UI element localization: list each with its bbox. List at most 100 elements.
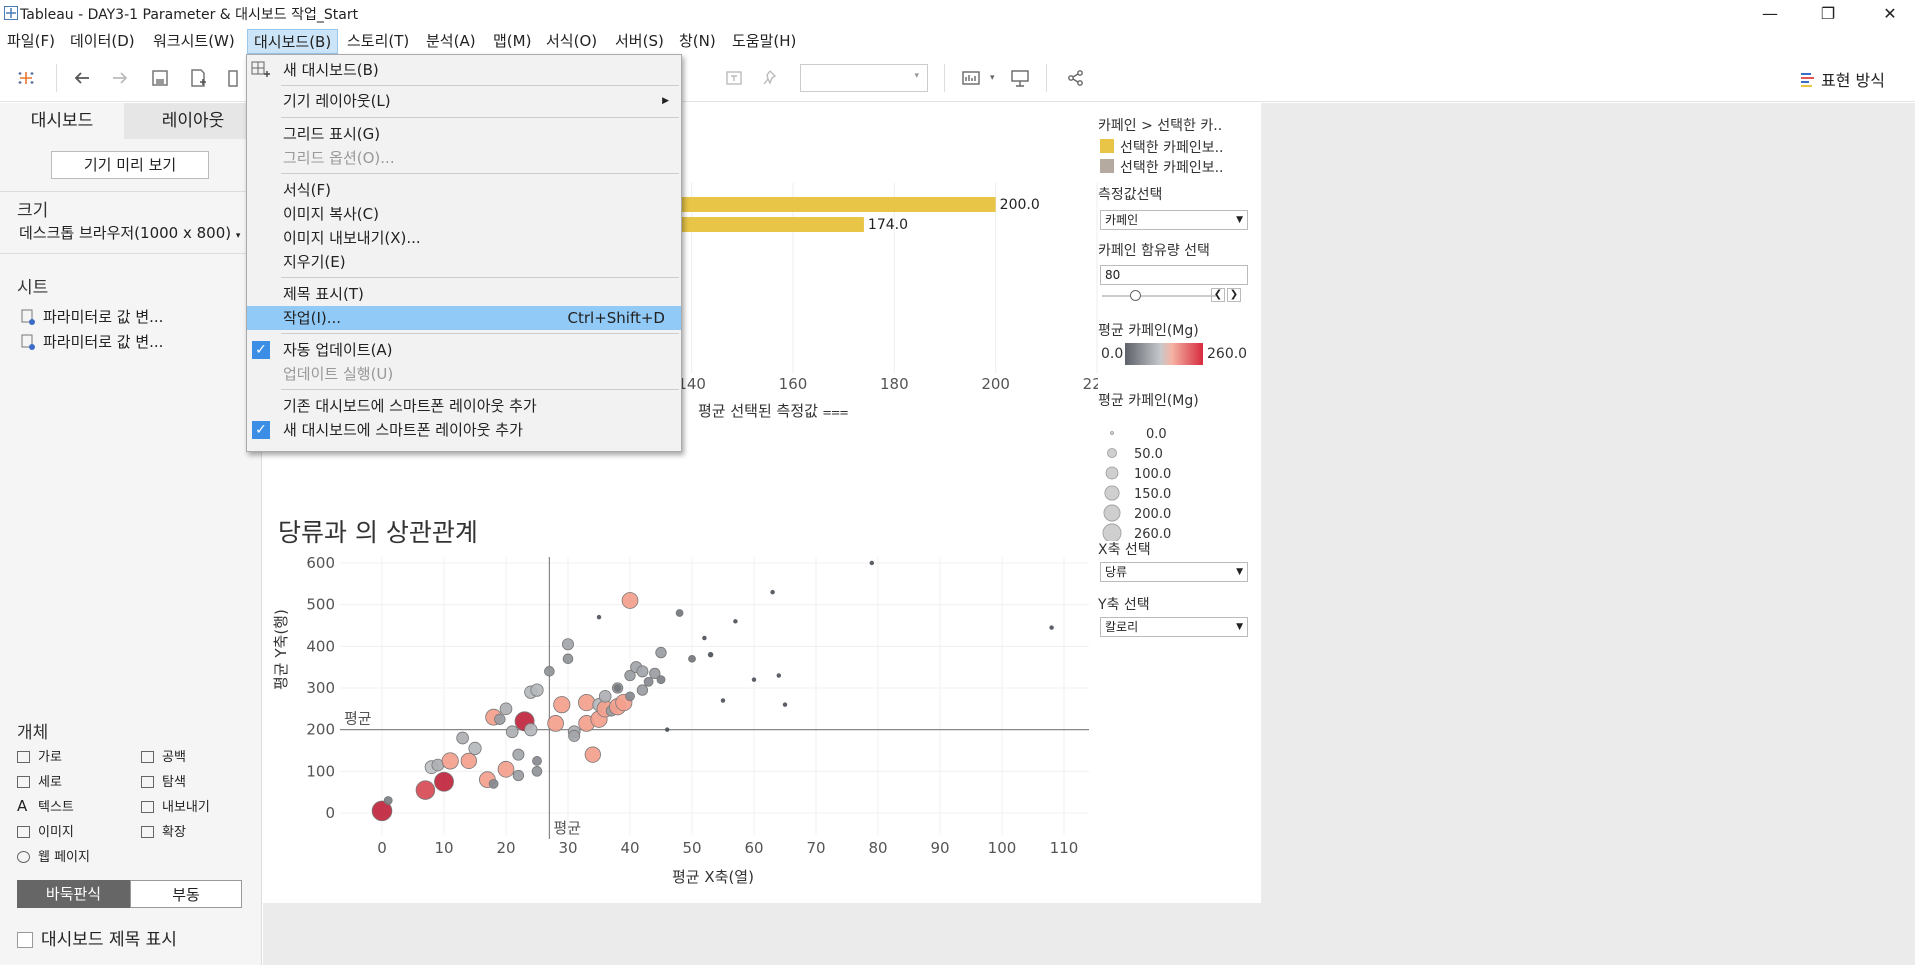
sheet-item[interactable]: 파라미터로 값 변... [21, 331, 163, 352]
checkbox[interactable] [17, 932, 33, 948]
menu-format[interactable]: 서식(F) [283, 181, 331, 199]
object-text[interactable]: A 텍스트 [17, 796, 74, 815]
chevron-down-icon[interactable]: ▾ [990, 73, 995, 83]
tab-dashboard[interactable]: 대시보드 [0, 103, 124, 139]
new-datasource-icon[interactable] [186, 66, 210, 90]
menu-add-phone-layout-new[interactable]: ✓ 새 대시보드에 스마트폰 레이아웃 추가 [247, 418, 681, 442]
object-extension[interactable]: 확장 [141, 821, 186, 840]
close-button[interactable]: ✕ [1883, 4, 1897, 23]
back-arrow-icon[interactable] [70, 66, 94, 90]
size-dropdown[interactable]: 데스크톱 브라우저(1000 x 800) ▾ [19, 222, 240, 243]
text-icon: A [17, 797, 28, 815]
menu-worksheet[interactable]: 워크시트(W) [153, 32, 235, 50]
color-legend-item[interactable]: 선택한 카페인보.. [1120, 160, 1224, 176]
slider-prev-button[interactable]: ❮ [1211, 288, 1225, 302]
show-dashboard-title-checkbox[interactable]: 대시보드 제목 표시 [17, 925, 177, 950]
scatter-point [578, 694, 596, 712]
measure-select-dropdown[interactable]: 카페인 ▼ [1100, 210, 1248, 230]
show-me-label: 표현 방식 [1821, 71, 1885, 90]
object-label: 공백 [162, 750, 186, 765]
label-icon[interactable] [722, 66, 746, 90]
tableau-logo-icon[interactable] [14, 66, 38, 90]
avg-caffeine-size-title: 평균 카페인(Mg) [1098, 393, 1199, 409]
share-icon[interactable] [1064, 66, 1088, 90]
caffeine-slider-thumb[interactable] [1130, 290, 1142, 301]
object-webpage[interactable]: 웹 페이지 [17, 846, 90, 865]
menu-clear[interactable]: 지우기(E) [283, 253, 346, 271]
menu-copy-image[interactable]: 이미지 복사(C) [283, 205, 379, 223]
color-legend-item[interactable]: 선택한 카페인보.. [1120, 140, 1224, 156]
size-legend-label: 150.0 [1134, 487, 1171, 502]
sort-icon[interactable]: ⩶ [822, 402, 849, 420]
object-horizontal[interactable]: 가로 [17, 746, 62, 765]
forward-arrow-icon[interactable] [108, 66, 132, 90]
menu-map[interactable]: 맵(M) [493, 32, 532, 50]
scatter-point [561, 638, 575, 651]
device-preview-button[interactable]: 기기 미리 보기 [51, 151, 209, 179]
floating-toggle[interactable]: 부동 [130, 880, 242, 908]
presentation-mode-icon[interactable] [1008, 66, 1032, 90]
menu-story[interactable]: 스토리(T) [347, 32, 410, 50]
menu-separator [281, 117, 679, 118]
menu-server[interactable]: 서버(S) [615, 32, 664, 50]
scatter-point [371, 800, 393, 822]
scatter-point [636, 665, 649, 678]
scatter-point [530, 683, 544, 697]
tab-layout[interactable]: 레이아웃 [124, 103, 262, 139]
menu-add-phone-layout-existing[interactable]: 기존 대시보드에 스마트폰 레이아웃 추가 [283, 397, 537, 415]
save-icon[interactable] [148, 66, 172, 90]
menu-file[interactable]: 파일(F) [7, 32, 55, 50]
x-axis-dropdown[interactable]: 당류 ▼ [1100, 562, 1248, 582]
tableau-app-icon [4, 6, 18, 20]
y-select-title: Y축 선택 [1098, 597, 1150, 613]
slider-next-button[interactable]: ❯ [1227, 288, 1241, 302]
menu-show-grid[interactable]: 그리드 표시(G) [283, 125, 381, 143]
caffeine-param-input[interactable]: 80 [1100, 265, 1248, 285]
y-tick-label: 400 [306, 637, 335, 655]
menu-dashboard[interactable]: 대시보드(B) [247, 29, 339, 54]
scatter-point [497, 760, 515, 778]
scatter-chart[interactable]: 0 10 20 30 40 50 60 70 80 90 100 110 600 500 400 300 200… [263, 545, 1098, 895]
menu-window[interactable]: 창(N) [679, 32, 716, 50]
show-me-button[interactable]: 표현 방식 [1801, 67, 1885, 91]
menu-help[interactable]: 도움말(H) [732, 32, 797, 50]
menu-show-title[interactable]: 제목 표시(T) [283, 285, 364, 303]
show-cards-icon[interactable] [960, 66, 984, 90]
menu-export-image[interactable]: 이미지 내보내기(X)... [283, 229, 421, 247]
sheet-item[interactable]: 파라미터로 값 변... [21, 306, 163, 327]
object-navigation[interactable]: 탐색 [141, 771, 186, 790]
object-vertical[interactable]: 세로 [17, 771, 62, 790]
menu-data[interactable]: 데이터(D) [70, 32, 135, 50]
menu-actions[interactable]: 작업(I)... Ctrl+Shift+D [247, 306, 681, 330]
dashboard-menu: 새 대시보드(B) 기기 레이아웃(L) ▶ 그리드 표시(G) 그리드 옵션(O… [246, 54, 682, 452]
sheet-label: 파라미터로 값 변... [43, 308, 164, 326]
menu-format[interactable]: 서식(O) [546, 32, 598, 50]
scatter-point [568, 729, 581, 742]
x-tick-label: 50 [682, 839, 701, 857]
checkmark-icon: ✓ [252, 421, 270, 439]
pin-icon[interactable] [758, 66, 782, 90]
scatter-point [512, 748, 525, 761]
caffeine-slider-track[interactable] [1102, 295, 1216, 297]
menu-analysis[interactable]: 분석(A) [426, 32, 476, 50]
y-axis-dropdown[interactable]: 칼로리 ▼ [1100, 617, 1248, 637]
color-range-max: 260.0 [1207, 346, 1248, 362]
menu-device-layout[interactable]: 기기 레이아웃(L) ▶ [247, 89, 681, 113]
menu-new-dashboard[interactable]: 새 대시보드(B) [247, 58, 681, 82]
object-image[interactable]: 이미지 [17, 821, 74, 840]
object-blank[interactable]: 공백 [141, 746, 186, 765]
menu-label: 기기 레이아웃(L) [283, 92, 391, 110]
tiled-toggle[interactable]: 바둑판식 [17, 880, 130, 908]
submenu-arrow-icon: ▶ [662, 96, 669, 106]
size-legend-mark [1110, 431, 1114, 435]
maximize-button[interactable]: ❐ [1820, 4, 1836, 23]
datasource-icon[interactable] [222, 66, 246, 90]
scatter-point [1049, 625, 1054, 630]
fit-dropdown[interactable]: ▾ [800, 64, 928, 92]
minimize-button[interactable]: — [1762, 4, 1778, 23]
scatter-point [770, 589, 775, 595]
size-legend-label: 260.0 [1134, 527, 1171, 541]
color-legend-title: 카페인 > 선택한 카.. [1098, 118, 1223, 134]
menu-auto-update[interactable]: ✓ 자동 업데이트(A) [247, 338, 681, 362]
object-export[interactable]: 내보내기 [141, 796, 210, 815]
